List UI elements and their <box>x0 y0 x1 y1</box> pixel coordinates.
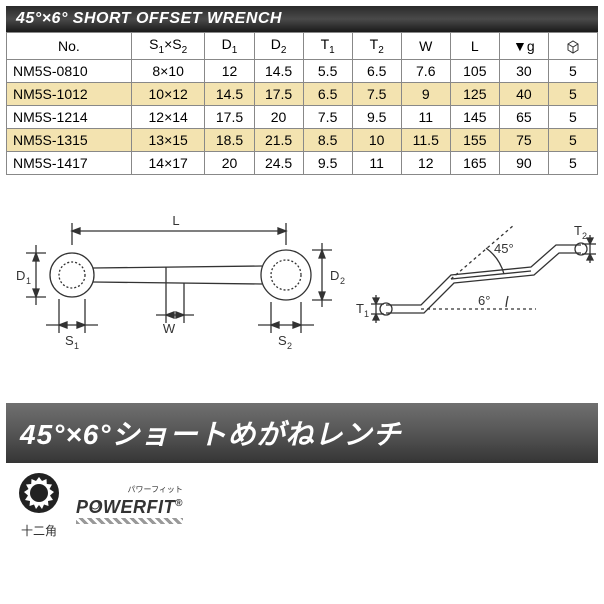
cell-g: 30 <box>499 59 548 82</box>
cell-g: 75 <box>499 128 548 151</box>
cell-s: 12×14 <box>131 105 205 128</box>
col-l: L <box>450 33 499 60</box>
cell-no: NM5S-0810 <box>7 59 132 82</box>
cell-no: NM5S-1417 <box>7 151 132 174</box>
svg-text:L: L <box>172 213 179 228</box>
cell-w: 11.5 <box>401 128 450 151</box>
cell-s: 10×12 <box>131 82 205 105</box>
cell-d2: 21.5 <box>254 128 303 151</box>
cell-t1: 6.5 <box>303 82 352 105</box>
twelve-point-label: 十二角 <box>14 522 64 539</box>
svg-text:S: S <box>278 333 287 348</box>
table-row: NM5S-101210×1214.517.56.57.59125405 <box>7 82 598 105</box>
col-s: S1×S2 <box>131 33 205 60</box>
col-p <box>548 33 597 60</box>
cell-g: 90 <box>499 151 548 174</box>
icons-row: 十二角 パワーフィット POWERFIT® <box>6 463 598 547</box>
cell-t1: 9.5 <box>303 151 352 174</box>
cell-w: 12 <box>401 151 450 174</box>
col-g: ▼g <box>499 33 548 60</box>
svg-text:1: 1 <box>364 309 369 319</box>
cell-t2: 6.5 <box>352 59 401 82</box>
svg-text:T: T <box>356 301 364 316</box>
cell-t1: 7.5 <box>303 105 352 128</box>
cell-d2: 20 <box>254 105 303 128</box>
product-title: 45°×6°ショートめがねレンチ <box>20 413 584 453</box>
cell-g: 40 <box>499 82 548 105</box>
twelve-point-icon: 十二角 <box>14 471 64 539</box>
diagram-area: L D1 <box>6 205 598 375</box>
cell-s: 13×15 <box>131 128 205 151</box>
table-header-row: No. S1×S2 D1 D2 T1 T2 W L ▼g <box>7 33 598 60</box>
cell-t1: 8.5 <box>303 128 352 151</box>
cell-l: 155 <box>450 128 499 151</box>
svg-text:T: T <box>574 223 582 238</box>
col-d2: D2 <box>254 33 303 60</box>
col-d1: D1 <box>205 33 254 60</box>
cell-t1: 5.5 <box>303 59 352 82</box>
cell-l: 145 <box>450 105 499 128</box>
svg-text:2: 2 <box>582 231 587 241</box>
cell-no: NM5S-1012 <box>7 82 132 105</box>
cell-p: 5 <box>548 105 597 128</box>
svg-text:2: 2 <box>340 276 345 286</box>
cell-no: NM5S-1315 <box>7 128 132 151</box>
cell-d2: 14.5 <box>254 59 303 82</box>
col-w: W <box>401 33 450 60</box>
section-header: 45°×6° SHORT OFFSET WRENCH <box>6 6 598 32</box>
cell-l: 105 <box>450 59 499 82</box>
cell-p: 5 <box>548 128 597 151</box>
cell-l: 125 <box>450 82 499 105</box>
wrench-diagram: L D1 <box>6 205 598 375</box>
cell-p: 5 <box>548 59 597 82</box>
svg-text:D: D <box>330 268 339 283</box>
cell-d2: 24.5 <box>254 151 303 174</box>
col-t2: T2 <box>352 33 401 60</box>
svg-text:1: 1 <box>26 276 31 286</box>
table-row: NM5S-121412×1417.5207.59.511145655 <box>7 105 598 128</box>
svg-text:D: D <box>16 268 25 283</box>
cell-p: 5 <box>548 82 597 105</box>
table-row: NM5S-08108×101214.55.56.57.6105305 <box>7 59 598 82</box>
cell-g: 65 <box>499 105 548 128</box>
col-no: No. <box>7 33 132 60</box>
svg-text:2: 2 <box>287 341 292 351</box>
cell-t2: 10 <box>352 128 401 151</box>
cell-d1: 20 <box>205 151 254 174</box>
cell-p: 5 <box>548 151 597 174</box>
svg-text:S: S <box>65 333 74 348</box>
table-row: NM5S-131513×1518.521.58.51011.5155755 <box>7 128 598 151</box>
product-title-bar: 45°×6°ショートめがねレンチ <box>6 403 598 463</box>
powerfit-furigana: パワーフィット <box>76 484 183 495</box>
cell-l: 165 <box>450 151 499 174</box>
cell-t2: 11 <box>352 151 401 174</box>
cell-w: 7.6 <box>401 59 450 82</box>
cell-t2: 9.5 <box>352 105 401 128</box>
svg-text:6°: 6° <box>478 293 490 308</box>
table-body: NM5S-08108×101214.55.56.57.6105305NM5S-1… <box>7 59 598 174</box>
cell-w: 11 <box>401 105 450 128</box>
cell-w: 9 <box>401 82 450 105</box>
svg-text:1: 1 <box>74 341 79 351</box>
cell-s: 14×17 <box>131 151 205 174</box>
cell-s: 8×10 <box>131 59 205 82</box>
cell-t2: 7.5 <box>352 82 401 105</box>
spec-table: No. S1×S2 D1 D2 T1 T2 W L ▼g NM5S-08108×… <box>6 32 598 175</box>
cell-d2: 17.5 <box>254 82 303 105</box>
cell-d1: 18.5 <box>205 128 254 151</box>
cell-no: NM5S-1214 <box>7 105 132 128</box>
svg-text:W: W <box>163 321 176 336</box>
powerfit-underline <box>76 518 183 524</box>
cell-d1: 17.5 <box>205 105 254 128</box>
powerfit-logo: パワーフィット POWERFIT® <box>76 486 183 524</box>
cell-d1: 14.5 <box>205 82 254 105</box>
col-t1: T1 <box>303 33 352 60</box>
table-row: NM5S-141714×172024.59.51112165905 <box>7 151 598 174</box>
svg-text:45°: 45° <box>494 241 514 256</box>
cell-d1: 12 <box>205 59 254 82</box>
